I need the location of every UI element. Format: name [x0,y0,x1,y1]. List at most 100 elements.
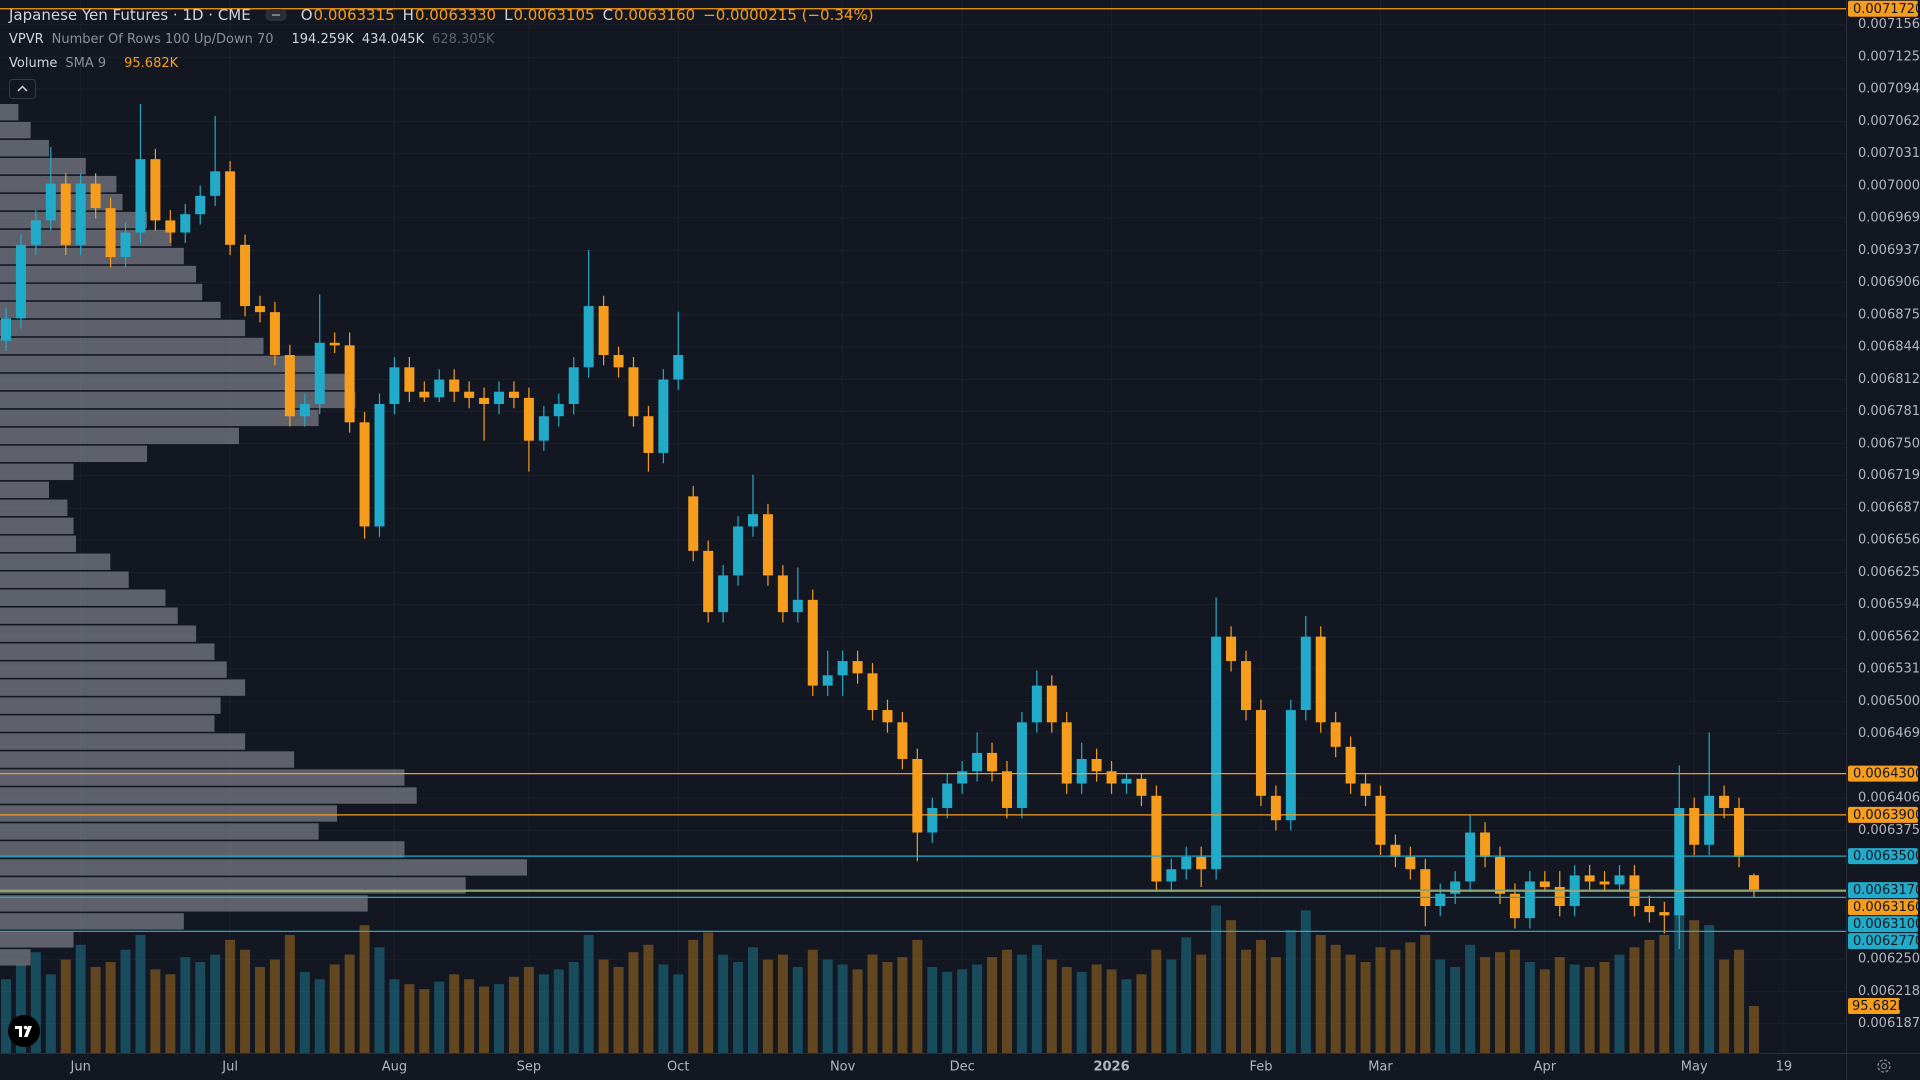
volume-bar [269,959,280,1053]
candle-body [942,783,953,808]
candle-body [1255,710,1266,796]
x-tick-label: Feb [1249,1060,1272,1075]
candle-body [359,422,370,527]
candle-body [180,214,191,233]
candle-body [464,391,475,398]
volume-bar [927,966,938,1053]
candle-body [299,403,310,417]
volume-bar [1734,949,1745,1053]
visibility-toggle[interactable] [264,8,287,22]
price-label: 0.0063500 [1853,849,1920,864]
candle-body [837,661,848,676]
candle-body [927,807,938,833]
candle-body [75,183,86,245]
volume-bar [1704,925,1715,1053]
legend-main: Japanese Yen Futures · 1D · CME O0.00633… [9,6,874,24]
candle-body [389,367,400,404]
volume-bar [688,939,699,1053]
y-tick-label: 0.0071565 [1858,17,1920,32]
candle-body [1285,710,1296,821]
x-tick-label: Jul [221,1060,238,1075]
volume-bar [434,981,445,1053]
candle-body [1076,759,1087,784]
vpvr-row [0,571,129,588]
price-label: 0.0062770 [1853,934,1920,949]
candle-body [777,575,788,613]
symbol-title[interactable]: Japanese Yen Futures · 1D · CME [9,6,251,24]
volume-bar [314,979,325,1053]
volume-bar [1614,954,1625,1053]
candle-body [15,244,26,319]
candle-body [703,550,714,613]
tradingview-logo[interactable] [8,1015,40,1047]
candle-body [1748,875,1759,892]
candle-body [538,416,549,441]
candle-body [1001,771,1012,808]
vpvr-row [0,535,76,552]
candle-body [508,391,519,398]
volume-bar [120,949,131,1053]
candle-body [957,771,968,784]
volume-bar [464,979,475,1053]
volume-bar [1136,974,1147,1053]
x-tick-label: 2026 [1093,1060,1129,1075]
volume-bar [1300,910,1311,1053]
volume-bar [807,949,818,1053]
candle-body [1136,778,1147,796]
candle-body [269,312,280,356]
y-tick-label: 0.0067815 [1858,404,1920,419]
volume-bar [60,959,71,1053]
volume-bar [523,966,534,1053]
vpvr-row [0,373,350,391]
vpvr-row [0,643,215,660]
candle-body [195,195,206,215]
vpvr-row [0,949,31,966]
volume-bar [419,989,430,1053]
volume-bar [643,944,654,1053]
vpvr-row [0,553,111,570]
candle-body [1390,844,1401,857]
volume-bar [703,932,714,1053]
candle-body [254,306,265,313]
candle-body [1554,887,1565,907]
volume-bar [165,974,176,1053]
candle-body [329,342,340,346]
candle-body [419,391,430,398]
price-label-box [1848,806,1918,823]
price-label-box [1848,882,1918,899]
volume-bar [1315,934,1326,1053]
candle-body [150,159,161,221]
x-tick-label: Aug [382,1060,407,1075]
y-tick-label: 0.0062185 [1858,984,1920,999]
settings-button[interactable] [1874,1056,1894,1076]
candle-body [1151,795,1162,882]
ohlc-close: C0.0063160 [603,6,696,24]
price-label: 0.0063160 [1853,900,1920,915]
volume-bar [1644,939,1655,1053]
vpvr-row [0,679,246,696]
volume-label-box [1848,997,1900,1014]
collapse-legend-button[interactable] [9,79,36,99]
candle-body [1031,685,1042,723]
legend-vpvr[interactable]: VPVR Number Of Rows 100 Up/Down 70 194.2… [9,32,494,47]
x-tick-label: Sep [517,1060,542,1075]
y-tick-label: 0.0069065 [1858,275,1920,290]
candle-body [1480,832,1491,857]
legend-volume[interactable]: Volume SMA 9 95.682K [9,56,178,71]
volume-bar [359,925,370,1053]
x-tick-label: Jun [70,1060,91,1075]
candle-body [60,183,71,245]
volume-bar [329,964,340,1053]
vpvr-row [0,355,319,373]
volume-bar [897,957,908,1053]
volume-bar [867,954,878,1053]
candle-body [1599,881,1610,885]
candle-body [1435,893,1446,907]
y-tick-label: 0.0070315 [1858,146,1920,161]
volume-bar [628,952,639,1053]
